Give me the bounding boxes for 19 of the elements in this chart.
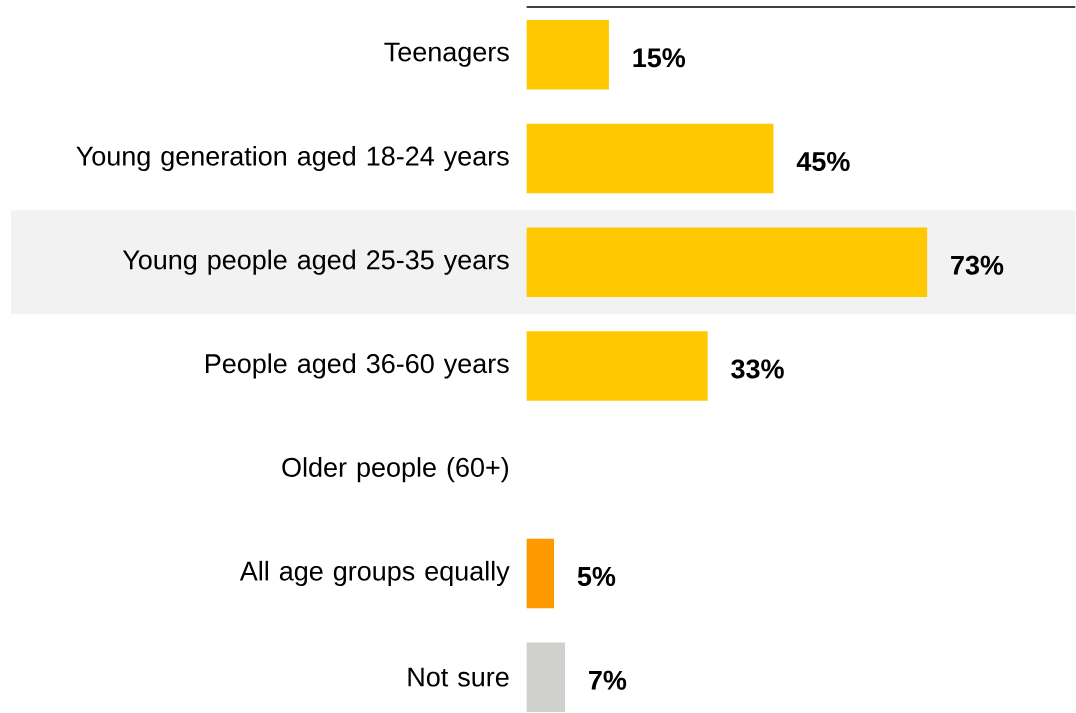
y-tick-label: All age groups equally <box>239 560 510 586</box>
y-tick-label: Teenagers <box>384 42 509 67</box>
data-label: 15% <box>633 47 686 67</box>
data-label: 45% <box>796 151 850 171</box>
bar <box>526 227 928 297</box>
y-tick-label: Not sure <box>408 667 509 687</box>
y-tick-label: People aged 36-60 years <box>205 353 509 379</box>
data-label: 7% <box>589 670 627 690</box>
bar <box>526 642 566 712</box>
data-label: 33% <box>731 359 784 379</box>
bar <box>526 19 609 90</box>
y-tick-label: Older people (60+) <box>282 456 509 483</box>
data-label: 73% <box>951 255 1004 275</box>
bar <box>526 123 774 193</box>
bar <box>526 330 708 401</box>
y-tick-label: Young generation aged 18-24 years <box>76 145 509 171</box>
y-tick-label: Young people aged 25-35 years <box>122 249 509 275</box>
bar <box>526 538 555 608</box>
data-label: 5% <box>577 566 616 586</box>
